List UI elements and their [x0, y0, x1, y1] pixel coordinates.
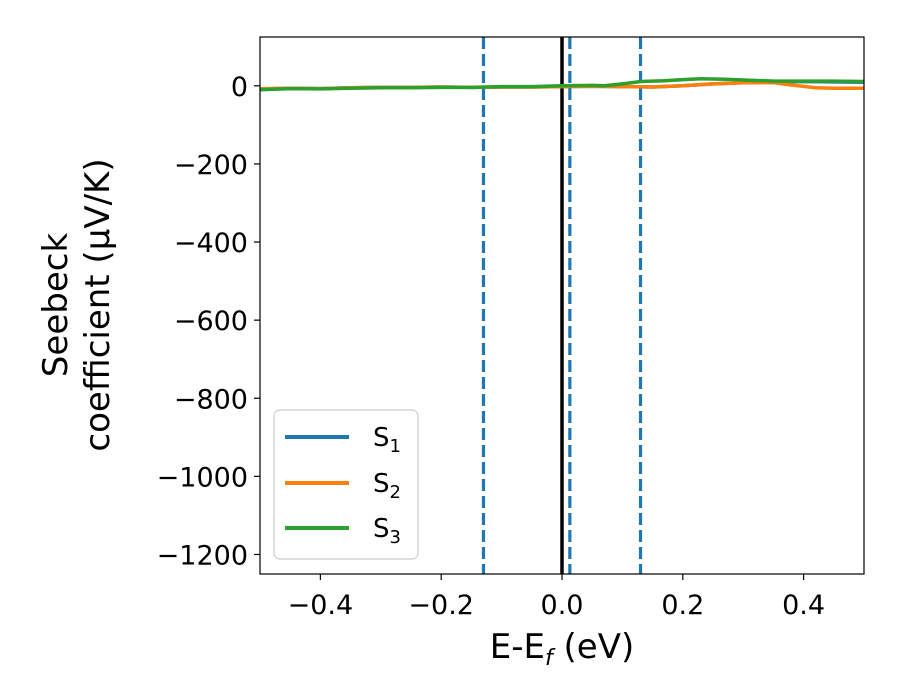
y-tick-label: −1000 [157, 462, 248, 493]
x-axis-title: E-Ef (eV) [490, 627, 635, 671]
y-tick-label: −1200 [157, 540, 248, 571]
y-tick-label: −400 [174, 228, 248, 259]
legend-label-s2: S2 [373, 469, 401, 503]
x-axis-ticks: −0.4 −0.2 0.0 0.2 0.4 [288, 574, 825, 621]
legend: S1 S2 S3 [273, 409, 419, 560]
y-tick-label: −200 [174, 150, 248, 181]
y-axis-ticks: 0 −200 −400 −600 −800 −1000 −1200 [157, 72, 260, 571]
x-tick-label: 0.2 [661, 590, 704, 621]
y-axis-title-line1: Seebeck [36, 233, 76, 378]
y-tick-label: −800 [174, 384, 248, 415]
series-line-s3 [260, 77, 864, 92]
x-tick-label: 0.4 [782, 590, 825, 621]
y-axis-title-line2: coefficient (μV/K) [78, 158, 118, 451]
y-tick-label: −600 [174, 306, 248, 337]
series-lines [260, 77, 864, 92]
x-tick-label: 0.0 [541, 590, 584, 621]
legend-label-s1: S1 [373, 423, 401, 457]
y-tick-label: 0 [231, 72, 248, 103]
x-tick-label: −0.2 [408, 590, 474, 621]
x-tick-label: −0.4 [288, 590, 354, 621]
vertical-lines [481, 37, 643, 574]
y-axis-title: Seebeck coefficient (μV/K) [36, 158, 118, 451]
legend-label-s3: S3 [373, 514, 401, 548]
